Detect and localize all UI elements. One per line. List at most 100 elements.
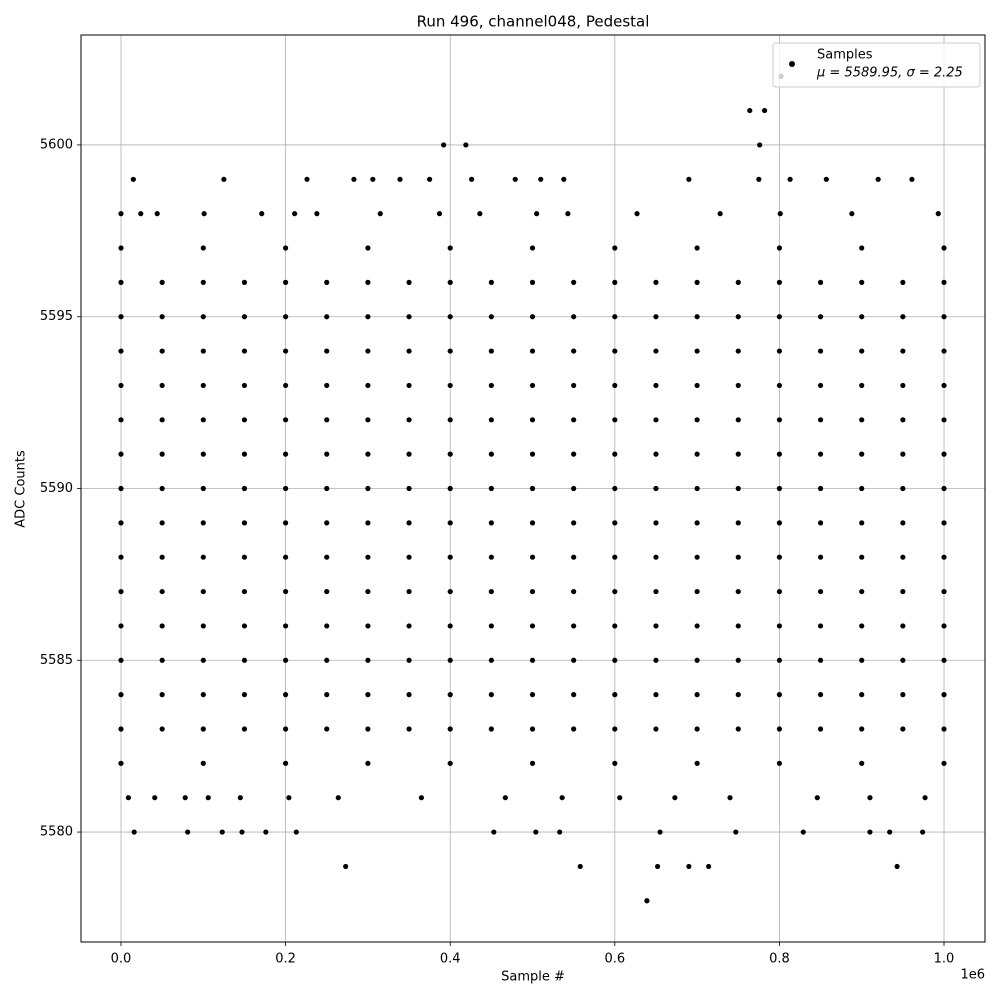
point bbox=[817, 520, 824, 526]
point bbox=[653, 382, 659, 389]
point bbox=[118, 588, 124, 595]
point bbox=[612, 554, 618, 560]
point bbox=[776, 485, 783, 492]
point bbox=[406, 588, 412, 595]
point bbox=[694, 279, 700, 285]
point bbox=[200, 382, 206, 389]
point bbox=[283, 554, 289, 560]
point bbox=[397, 176, 403, 182]
point bbox=[565, 211, 571, 217]
point bbox=[653, 554, 659, 560]
point bbox=[941, 245, 947, 251]
y-tick-label: 5595 bbox=[40, 309, 73, 324]
point bbox=[488, 451, 494, 457]
point bbox=[817, 348, 824, 354]
point bbox=[283, 245, 289, 251]
point bbox=[735, 692, 741, 698]
point bbox=[241, 485, 248, 492]
x-tick-label: 0.8 bbox=[769, 952, 790, 967]
point bbox=[571, 726, 577, 732]
point bbox=[118, 451, 124, 457]
point bbox=[776, 451, 783, 457]
point bbox=[182, 795, 188, 801]
point bbox=[259, 211, 265, 217]
point bbox=[859, 726, 865, 732]
point bbox=[241, 588, 248, 595]
point bbox=[735, 623, 741, 629]
point bbox=[441, 142, 447, 148]
point bbox=[406, 382, 412, 389]
point bbox=[488, 417, 494, 423]
point bbox=[118, 520, 124, 526]
point bbox=[263, 829, 269, 835]
point bbox=[159, 314, 165, 320]
point bbox=[735, 520, 741, 526]
point bbox=[612, 485, 618, 492]
point bbox=[612, 279, 618, 285]
point bbox=[900, 726, 906, 732]
point bbox=[118, 348, 124, 354]
points bbox=[118, 73, 947, 904]
point bbox=[447, 245, 453, 251]
point bbox=[612, 451, 618, 457]
point bbox=[900, 554, 906, 560]
point bbox=[817, 417, 824, 423]
point bbox=[706, 863, 712, 870]
point bbox=[406, 348, 412, 354]
point bbox=[406, 692, 412, 698]
point bbox=[343, 863, 349, 870]
point bbox=[512, 176, 518, 182]
point bbox=[477, 211, 483, 217]
point bbox=[571, 348, 577, 354]
point bbox=[776, 314, 783, 320]
point bbox=[657, 829, 663, 835]
point bbox=[887, 829, 893, 835]
point bbox=[283, 657, 289, 663]
point bbox=[653, 348, 659, 354]
point bbox=[377, 211, 383, 217]
point bbox=[776, 417, 783, 423]
point bbox=[859, 692, 865, 698]
point bbox=[941, 588, 947, 595]
point bbox=[735, 382, 741, 389]
point bbox=[200, 417, 206, 423]
point bbox=[436, 211, 443, 217]
point bbox=[859, 245, 865, 251]
point bbox=[118, 245, 124, 251]
point bbox=[571, 485, 577, 492]
point bbox=[922, 795, 928, 801]
point bbox=[529, 314, 536, 320]
point bbox=[900, 623, 906, 629]
point bbox=[283, 520, 289, 526]
point bbox=[612, 760, 618, 766]
legend-box bbox=[772, 42, 981, 88]
point bbox=[612, 314, 618, 320]
point bbox=[200, 760, 206, 766]
point bbox=[776, 520, 783, 526]
legend: Samples μ = 5589.95, σ = 2.25 bbox=[772, 42, 981, 88]
point bbox=[859, 382, 865, 389]
point bbox=[154, 211, 160, 217]
point bbox=[859, 520, 865, 526]
point bbox=[686, 176, 692, 182]
point bbox=[800, 829, 806, 835]
point bbox=[118, 279, 124, 285]
point bbox=[941, 623, 947, 629]
point bbox=[941, 554, 947, 560]
point bbox=[292, 211, 298, 217]
point bbox=[118, 760, 124, 766]
point bbox=[761, 107, 768, 114]
point bbox=[152, 795, 158, 801]
point bbox=[817, 657, 824, 663]
point bbox=[283, 485, 289, 492]
point bbox=[571, 451, 577, 457]
point bbox=[941, 314, 947, 320]
point bbox=[283, 623, 289, 629]
point bbox=[447, 554, 453, 560]
y-tick-label: 5585 bbox=[40, 653, 73, 668]
point bbox=[559, 795, 565, 801]
point bbox=[529, 692, 536, 698]
point bbox=[776, 348, 783, 354]
point bbox=[900, 417, 906, 423]
point bbox=[849, 211, 855, 217]
